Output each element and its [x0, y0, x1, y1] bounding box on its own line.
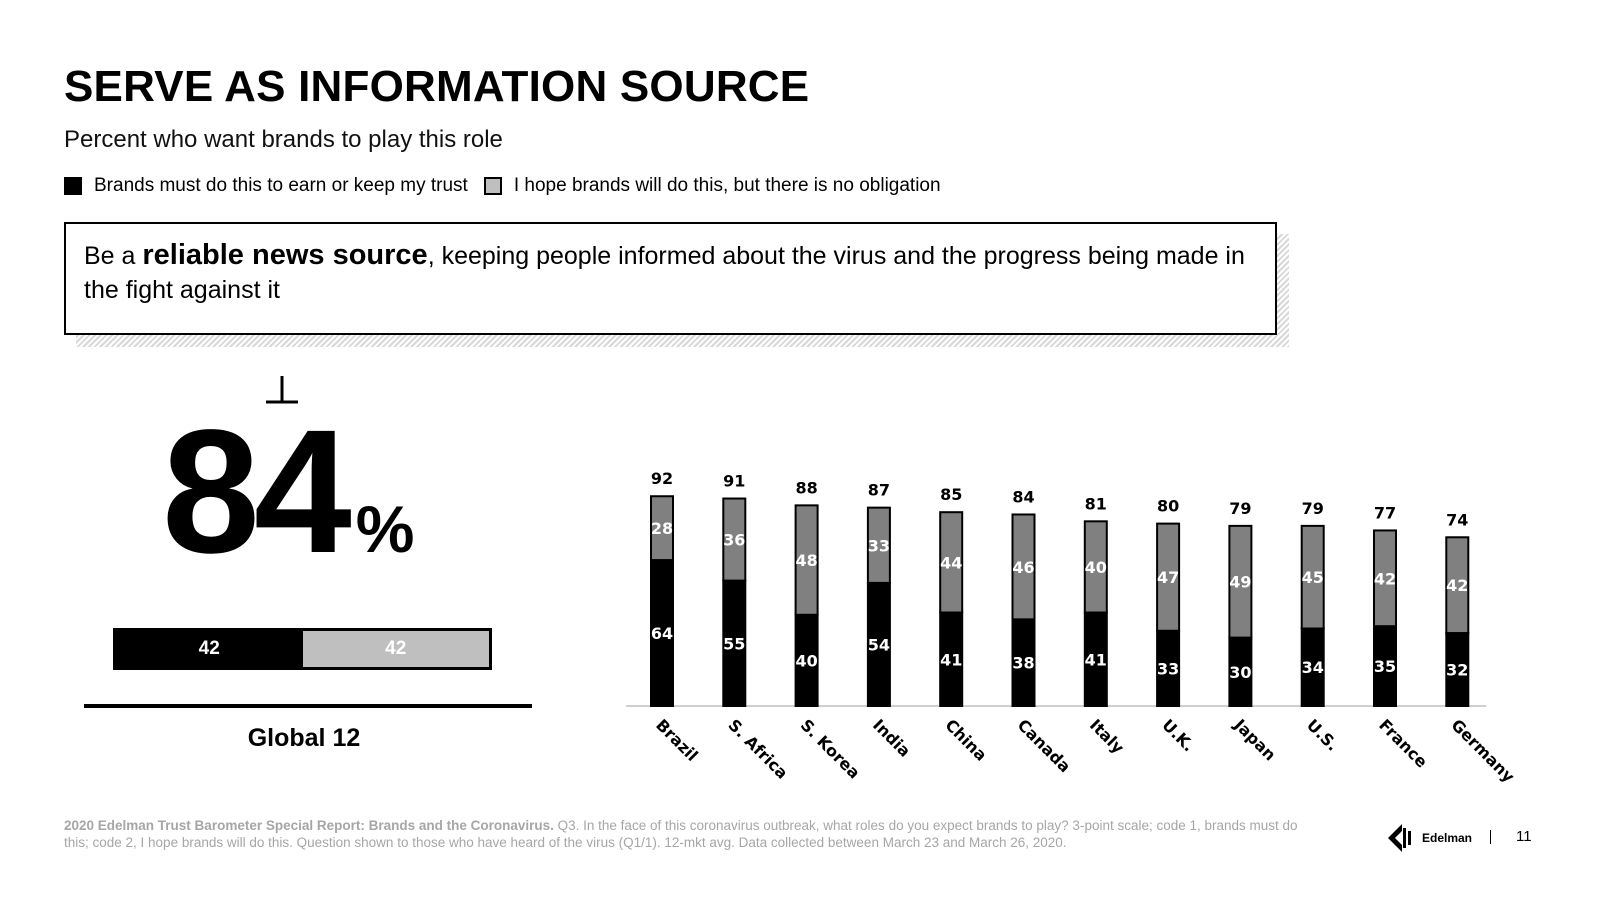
- page-title: SERVE AS INFORMATION SOURCE: [64, 62, 810, 111]
- bar-hope-10: [1373, 529, 1397, 628]
- global-percentage: 84 %: [162, 404, 414, 580]
- footer-divider: [1490, 830, 1491, 844]
- category-label-6: Italy: [1086, 715, 1128, 757]
- legend: Brands must do this to earn or keep my t…: [64, 174, 941, 198]
- label-total-4: 85: [940, 485, 962, 504]
- category-label-10: France: [1375, 715, 1431, 771]
- source-text: Q3. In the face of this coronavirus outb…: [64, 818, 1298, 850]
- callout-bold: reliable news source: [142, 239, 428, 271]
- label-hope-4: 44: [940, 553, 962, 572]
- label-total-8: 79: [1229, 499, 1251, 518]
- global-hope-segment: 42: [302, 631, 489, 667]
- legend-swatch-hope: [483, 177, 502, 195]
- label-hope-3: 33: [868, 536, 890, 555]
- label-hope-8: 49: [1229, 573, 1251, 592]
- global-total-value: 84: [162, 394, 352, 590]
- label-hope-10: 42: [1374, 569, 1396, 588]
- label-must-9: 34: [1302, 658, 1324, 677]
- bar-hope-7: [1156, 522, 1181, 632]
- global-must-segment: 42: [116, 631, 303, 667]
- category-label-1: S. Africa: [724, 715, 791, 782]
- category-label-2: S. Korea: [797, 715, 864, 782]
- label-hope-6: 40: [1085, 558, 1107, 577]
- global-label: Global 12: [247, 724, 361, 752]
- bar-hope-11: [1445, 536, 1470, 635]
- label-total-6: 81: [1085, 494, 1107, 513]
- source-footnote: 2020 Edelman Trust Barometer Special Rep…: [64, 817, 1324, 851]
- bar-hope-5: [1011, 513, 1036, 621]
- label-must-6: 41: [1085, 650, 1107, 669]
- label-must-3: 54: [868, 635, 890, 654]
- source-title: 2020 Edelman Trust Barometer Special Rep…: [64, 818, 554, 833]
- callout-prefix: Be a: [84, 242, 143, 270]
- logo-text: Edelman: [1422, 831, 1473, 845]
- category-label-11: Germany: [1447, 715, 1518, 786]
- label-total-7: 80: [1157, 497, 1179, 516]
- label-must-8: 30: [1229, 663, 1251, 682]
- bar-hope-9: [1300, 524, 1325, 630]
- bar-hope-8: [1228, 524, 1253, 639]
- label-must-7: 33: [1157, 659, 1179, 678]
- legend-label-must: Brands must do this to earn or keep my t…: [94, 175, 468, 196]
- legend-label-hope: I hope brands will do this, but there is…: [513, 175, 941, 196]
- bar-hope-6: [1083, 520, 1108, 614]
- label-must-5: 38: [1012, 654, 1034, 673]
- global-stacked-bar: 42 42: [113, 628, 492, 670]
- bar-hope-2: [794, 504, 819, 616]
- country-bar-chart: 64 28 92 Brazil 55 36 91 S. Africa 40 48 88 S. Kore…: [626, 469, 1519, 787]
- label-total-2: 88: [795, 478, 817, 497]
- global-divider: [84, 704, 532, 708]
- label-total-11: 74: [1446, 510, 1468, 529]
- category-label-4: China: [941, 715, 990, 764]
- bar-hope-1: [722, 497, 747, 582]
- t-bar-icon: [266, 376, 298, 404]
- label-total-9: 79: [1302, 499, 1324, 518]
- legend-swatch-must: [64, 177, 82, 195]
- label-must-11: 32: [1446, 661, 1468, 680]
- label-hope-9: 45: [1302, 568, 1324, 587]
- label-total-10: 77: [1374, 503, 1396, 522]
- category-label-9: U.S.: [1303, 715, 1342, 754]
- label-hope-5: 46: [1012, 558, 1034, 577]
- label-hope-0: 28: [651, 519, 673, 538]
- label-must-1: 55: [723, 634, 745, 653]
- label-hope-1: 36: [723, 531, 745, 550]
- bar-hope-3: [866, 506, 891, 584]
- label-total-5: 84: [1012, 487, 1034, 506]
- category-label-7: U.K.: [1158, 715, 1198, 755]
- label-must-4: 41: [940, 650, 962, 669]
- category-label-8: Japan: [1230, 715, 1280, 765]
- label-total-0: 92: [651, 469, 673, 488]
- callout-suffix: , keeping people informed about the viru…: [84, 242, 1245, 304]
- category-label-3: India: [869, 715, 914, 760]
- edelman-logo: Edelman: [1386, 820, 1472, 856]
- label-hope-11: 42: [1446, 576, 1468, 595]
- bar-hope-4: [939, 511, 964, 614]
- callout-box: Be a reliable news source, keeping peopl…: [64, 222, 1277, 335]
- edelman-mark-icon: [1388, 824, 1411, 852]
- percent-sign: %: [355, 492, 415, 566]
- category-label-0: Brazil: [652, 715, 702, 765]
- page-number: 11: [1516, 828, 1532, 845]
- label-total-1: 91: [723, 472, 745, 491]
- label-hope-2: 48: [795, 551, 817, 570]
- label-total-3: 87: [868, 481, 890, 500]
- label-hope-7: 47: [1157, 568, 1179, 587]
- label-must-0: 64: [651, 624, 673, 643]
- label-must-2: 40: [795, 651, 817, 670]
- category-label-5: Canada: [1014, 715, 1075, 776]
- label-must-10: 35: [1374, 657, 1396, 676]
- page-subtitle: Percent who want brands to play this rol…: [64, 126, 503, 153]
- bar-hope-0: [650, 495, 674, 562]
